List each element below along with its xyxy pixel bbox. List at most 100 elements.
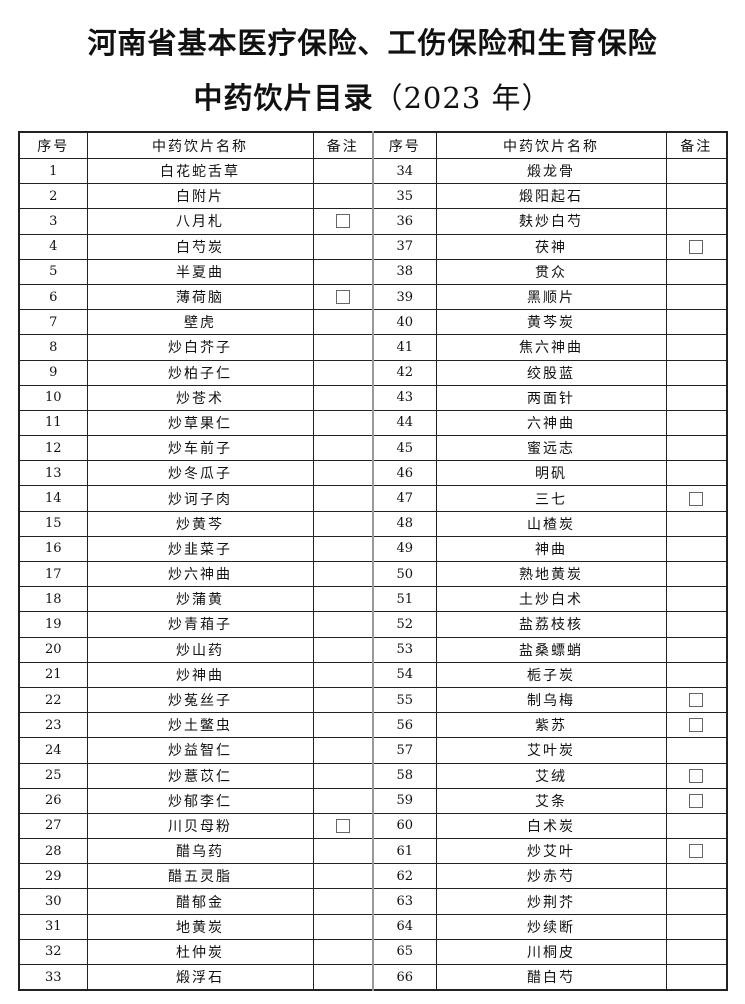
- herb-name: 煅阳起石: [435, 183, 667, 210]
- remark-cell: [665, 485, 728, 512]
- herb-name: 炒蒲黄: [86, 586, 314, 613]
- remark-cell: [665, 712, 728, 739]
- herb-name: 明矾: [435, 460, 667, 487]
- table-row: 26 炒郁李仁 59 艾条: [18, 787, 728, 814]
- table-row: 4 白芍炭 37 茯神: [18, 233, 728, 260]
- remark-cell: [312, 409, 374, 437]
- herb-name: 炒薏苡仁: [86, 762, 314, 789]
- herb-name: 黑顺片: [435, 283, 667, 311]
- table-row: 11 炒草果仁 44 六神曲: [18, 409, 728, 437]
- remark-cell: [312, 560, 374, 588]
- remark-cell: [665, 334, 728, 361]
- row-number: 48: [372, 510, 437, 537]
- remark-cell: [312, 787, 374, 814]
- remark-cell: [665, 157, 728, 185]
- row-number: 50: [372, 560, 437, 588]
- remark-cell: [312, 384, 374, 411]
- herb-name: 神曲: [435, 535, 667, 563]
- row-number: 20: [18, 636, 88, 663]
- herb-name: 煅龙骨: [435, 157, 667, 185]
- remark-cell: [312, 283, 374, 311]
- herb-name: 杜仲炭: [86, 938, 314, 966]
- remark-cell: [665, 258, 728, 285]
- remark-cell: [665, 409, 728, 437]
- remark-cell: [312, 359, 374, 386]
- row-number: 60: [372, 812, 437, 840]
- herb-name: 六神曲: [435, 409, 667, 437]
- remark-cell: [665, 611, 728, 638]
- table-row: 7 壁虎 40 黄芩炭: [18, 309, 728, 336]
- remark-cell: [665, 460, 728, 487]
- herb-name: 麸炒白芍: [435, 208, 667, 235]
- row-number: 33: [18, 964, 88, 991]
- herb-name: 炒土鳖虫: [86, 712, 314, 739]
- remark-cell: [665, 888, 728, 915]
- row-number: 62: [372, 863, 437, 890]
- row-number: 56: [372, 712, 437, 739]
- table-row: 27 川贝母粉 60 白术炭: [18, 812, 728, 840]
- checkbox-icon: [689, 239, 704, 254]
- herb-name: 炒郁李仁: [86, 787, 314, 814]
- row-number: 6: [18, 283, 88, 311]
- herb-name: 蜜远志: [435, 435, 667, 462]
- remark-cell: [665, 510, 728, 537]
- subtitle-year: （2023 年）: [373, 81, 552, 115]
- herb-name: 白术炭: [435, 812, 667, 840]
- row-number: 58: [372, 762, 437, 789]
- row-number: 9: [18, 359, 88, 386]
- row-number: 19: [18, 611, 88, 638]
- row-number: 34: [372, 157, 437, 185]
- row-number: 63: [372, 888, 437, 915]
- herb-name: 艾绒: [435, 762, 667, 789]
- row-number: 57: [372, 737, 437, 764]
- header-no: 序号: [18, 131, 88, 159]
- herb-name: 黄芩炭: [435, 309, 667, 336]
- table-row: 22 炒菟丝子 55 制乌梅: [18, 686, 728, 714]
- table-row: 10 炒苍术 43 两面针: [18, 384, 728, 411]
- row-number: 61: [372, 838, 437, 865]
- remark-cell: [665, 686, 728, 714]
- remark-cell: [312, 838, 374, 865]
- checkbox-icon: [335, 214, 350, 229]
- table-row: 30 醋郁金 63 炒荆芥: [18, 888, 728, 915]
- herb-name: 炒草果仁: [86, 409, 314, 437]
- herb-name: 川贝母粉: [86, 812, 314, 840]
- table-row: 18 炒蒲黄 51 土炒白术: [18, 586, 728, 613]
- remark-cell: [312, 208, 374, 235]
- row-number: 35: [372, 183, 437, 210]
- row-number: 49: [372, 535, 437, 563]
- herb-name: 炒山药: [86, 636, 314, 663]
- remark-cell: [312, 636, 374, 663]
- remark-cell: [665, 183, 728, 210]
- remark-cell: [312, 586, 374, 613]
- remark-cell: [665, 435, 728, 462]
- herb-name: 炒柏子仁: [86, 359, 314, 386]
- row-number: 21: [18, 661, 88, 688]
- row-number: 46: [372, 460, 437, 487]
- remark-cell: [312, 334, 374, 361]
- herb-name: 栀子炭: [435, 661, 667, 688]
- herb-name: 川桐皮: [435, 938, 667, 966]
- herb-name: 壁虎: [86, 309, 314, 336]
- herb-name: 白附片: [86, 183, 314, 210]
- remark-cell: [665, 208, 728, 235]
- row-number: 26: [18, 787, 88, 814]
- row-number: 8: [18, 334, 88, 361]
- remark-cell: [665, 812, 728, 840]
- row-number: 28: [18, 838, 88, 865]
- remark-cell: [665, 359, 728, 386]
- row-number: 54: [372, 661, 437, 688]
- herb-name: 炒荆芥: [435, 888, 667, 915]
- checkbox-icon: [335, 818, 350, 833]
- row-number: 38: [372, 258, 437, 285]
- remark-cell: [312, 812, 374, 840]
- remark-cell: [312, 183, 374, 210]
- herb-name: 炒冬瓜子: [86, 460, 314, 487]
- herb-name: 白芍炭: [86, 233, 314, 260]
- herb-name: 炒六神曲: [86, 560, 314, 588]
- remark-cell: [312, 913, 374, 940]
- remark-cell: [312, 309, 374, 336]
- remark-cell: [312, 737, 374, 764]
- herb-name: 炒诃子肉: [86, 485, 314, 512]
- row-number: 42: [372, 359, 437, 386]
